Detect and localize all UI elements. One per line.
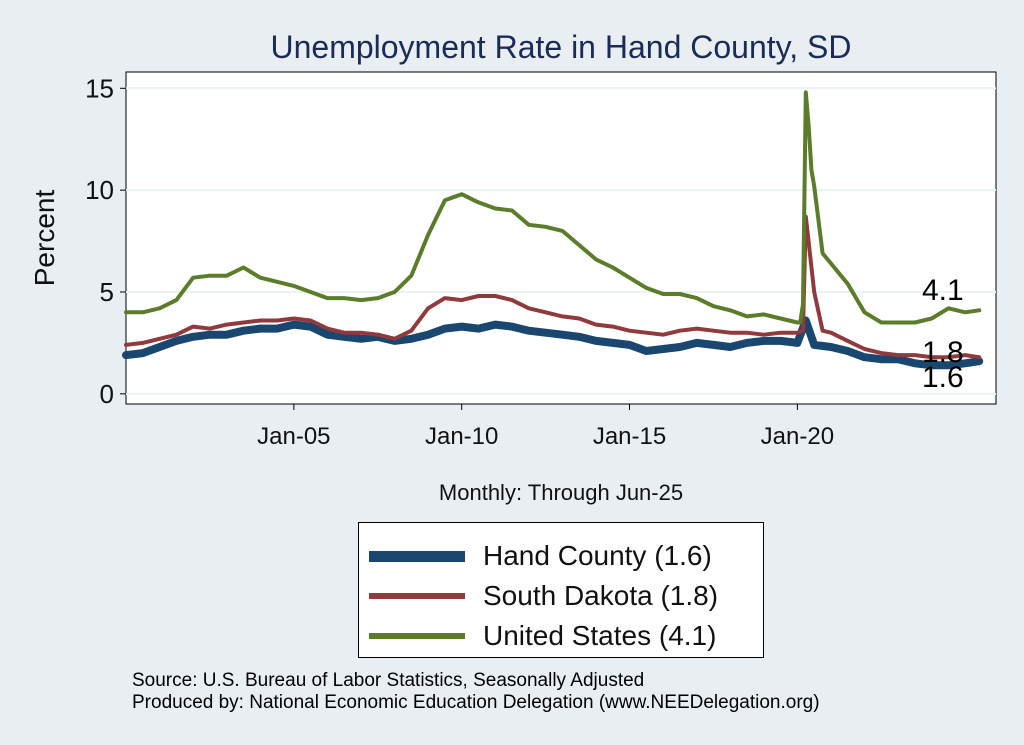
legend-label-hand-county: Hand County (1.6) bbox=[483, 540, 712, 571]
legend-item-hand-county: Hand County (1.6) bbox=[369, 536, 712, 576]
series-line-2 bbox=[124, 90, 982, 325]
y-tick-label: 0 bbox=[100, 379, 114, 409]
x-tick-label: Jan-10 bbox=[425, 423, 498, 450]
legend-item-united-states: United States (4.1) bbox=[369, 616, 716, 656]
y-tick-label: 15 bbox=[85, 73, 114, 103]
x-axis: Jan-05 Jan-10 Jan-15 Jan-20 bbox=[257, 404, 834, 450]
x-tick-label: Jan-20 bbox=[761, 423, 834, 450]
end-label: 4.1 bbox=[922, 274, 964, 307]
y-axis-label: Percent bbox=[29, 190, 60, 287]
source-note: Source: U.S. Bureau of Labor Statistics,… bbox=[132, 670, 820, 714]
end-labels: 4.1 1.81.6 bbox=[922, 274, 964, 394]
chart-title: Unemployment Rate in Hand County, SD bbox=[270, 29, 851, 65]
x-axis-label: Monthly: Through Jun-25 bbox=[439, 480, 683, 505]
series-line-0 bbox=[122, 316, 984, 370]
y-tick-label: 10 bbox=[85, 175, 114, 205]
end-label: 1.8 bbox=[922, 336, 964, 369]
legend-swatch-united-states bbox=[369, 633, 465, 639]
legend-label-united-states: United States (4.1) bbox=[483, 620, 717, 651]
x-tick-label: Jan-05 bbox=[257, 423, 330, 450]
source-line: Source: U.S. Bureau of Labor Statistics,… bbox=[132, 670, 645, 691]
end-label: 1.6 bbox=[922, 361, 964, 394]
producer-line: Produced by: National Economic Education… bbox=[132, 692, 820, 713]
y-tick-label: 5 bbox=[100, 277, 114, 307]
legend: Hand County (1.6) South Dakota (1.8) Uni… bbox=[358, 522, 764, 658]
x-tick-label: Jan-15 bbox=[593, 423, 666, 450]
legend-item-south-dakota: South Dakota (1.8) bbox=[369, 576, 718, 616]
legend-label-south-dakota: South Dakota (1.8) bbox=[483, 580, 719, 611]
legend-swatch-hand-county bbox=[369, 550, 465, 562]
legend-swatch-south-dakota bbox=[369, 593, 465, 599]
series-line-1 bbox=[124, 214, 982, 360]
y-axis: 0 5 10 15 bbox=[85, 73, 126, 409]
series-group bbox=[122, 90, 984, 370]
